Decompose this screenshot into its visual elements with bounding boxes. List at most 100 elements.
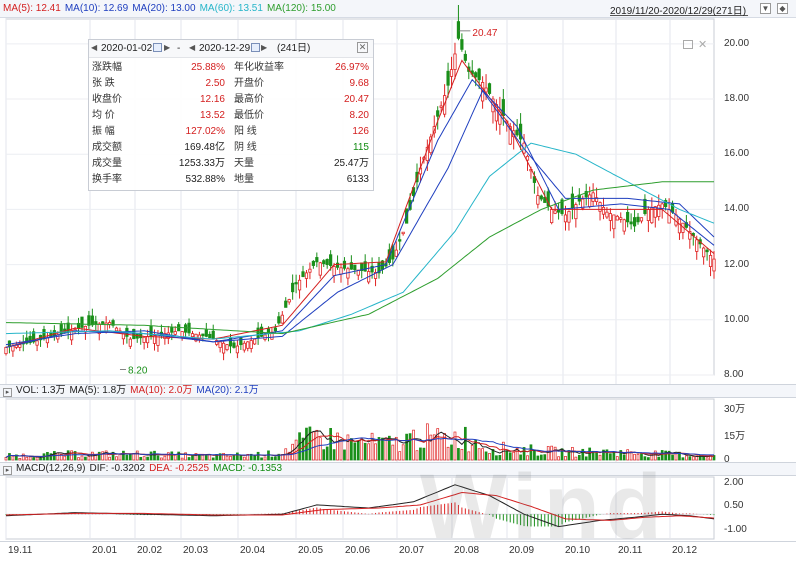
candle-body <box>301 271 305 277</box>
volume-bar <box>384 437 388 461</box>
volume-bar <box>550 445 554 461</box>
stat-value: 126 <box>352 126 369 137</box>
date-range-selector[interactable]: 2019/11/20-2020/12/29(271日) <box>610 2 749 17</box>
volume-bar <box>508 452 512 461</box>
volume-bar <box>118 453 122 461</box>
volume-bar <box>470 445 474 461</box>
volume-bar <box>598 454 602 461</box>
volume-bar <box>681 457 685 461</box>
stat-value: 2.50 <box>205 78 225 89</box>
stat-label: 地量 <box>234 174 254 185</box>
candle-body <box>501 99 505 116</box>
calendar-icon[interactable] <box>153 43 163 52</box>
volume-bar <box>588 447 592 461</box>
prev-end-arrow-icon[interactable]: ◀ <box>189 43 196 52</box>
volume-bar <box>142 456 146 461</box>
candle-body <box>612 214 616 230</box>
price-tick-label: 20.00 <box>724 37 750 49</box>
collapse-icon[interactable]: ▸ <box>3 388 12 397</box>
candle-body <box>339 267 343 275</box>
stat-label: 振 幅 <box>92 126 115 137</box>
candle-body <box>543 197 547 203</box>
collapse-icon[interactable]: ▸ <box>3 466 12 475</box>
volume-bar <box>97 451 101 461</box>
volume-bar <box>640 453 643 461</box>
volume-bar <box>18 458 22 461</box>
volume-bar <box>73 451 77 461</box>
interval-stats-panel[interactable]: ◀ 2020-01-02 ▶ - ◀ 2020-12-29 ▶ (241日) ✕… <box>88 39 374 191</box>
close-icon[interactable]: ✕ <box>357 42 368 53</box>
candle-body <box>436 110 440 117</box>
volume-bar <box>574 456 578 461</box>
volume-bar <box>59 453 63 461</box>
volume-bar <box>4 457 8 461</box>
volume-bar <box>488 453 491 461</box>
candle-body <box>429 136 433 154</box>
volume-bar <box>39 457 42 461</box>
x-tick-label: 20.05 <box>298 545 324 556</box>
volume-bar <box>671 454 674 461</box>
legend-item: DIF: -0.3202 <box>89 463 146 474</box>
macd-tick-label: -1.00 <box>724 523 747 535</box>
candle-body <box>152 335 157 344</box>
close-icon[interactable]: ✕ <box>698 39 708 51</box>
range-dropdown-icon[interactable]: ▼ <box>760 3 771 14</box>
volume-bar <box>450 444 453 461</box>
candle-body <box>615 215 619 221</box>
volume-bar <box>132 453 136 461</box>
candle-body <box>239 337 243 346</box>
candle-body <box>508 126 512 145</box>
volume-bar <box>156 455 160 461</box>
next-end-arrow-icon[interactable]: ▶ <box>261 43 268 52</box>
candle-body <box>318 262 322 276</box>
macd-tick-label: 0.50 <box>724 500 744 512</box>
candle-body <box>111 320 115 326</box>
maximize-icon[interactable] <box>683 40 693 49</box>
volume-bar <box>643 456 647 461</box>
candle-body <box>215 340 219 345</box>
candle-body <box>135 333 139 339</box>
legend-item: MA(60): 13.51 <box>199 3 263 14</box>
stats-row: 振 幅 127.02% 阳 线 126 <box>89 124 373 139</box>
stock-chart[interactable]: 20.47 8.20 <box>0 0 796 541</box>
volume-bar <box>173 454 177 461</box>
prev-start-arrow-icon[interactable]: ◀ <box>91 43 98 52</box>
candle-body <box>487 83 492 94</box>
candle-body <box>291 282 295 293</box>
calendar-icon[interactable] <box>251 43 261 52</box>
volume-tick-label: 30万 <box>724 404 746 416</box>
volume-bar <box>25 456 29 461</box>
candle-body <box>80 316 84 328</box>
candle-body <box>183 324 188 333</box>
stat-value: 532.88% <box>185 174 225 185</box>
volume-bar <box>225 455 229 461</box>
start-date-field[interactable]: 2020-01-02 <box>101 43 163 55</box>
volume-bar <box>415 450 419 461</box>
volume-bar <box>515 447 519 461</box>
volume-bar <box>484 451 488 461</box>
candle-body <box>626 211 630 223</box>
volume-bar <box>28 456 32 461</box>
candle-body <box>608 213 612 221</box>
candle-body <box>398 239 402 242</box>
volume-ma-line <box>5 437 714 458</box>
volume-bar <box>691 456 695 461</box>
next-start-arrow-icon[interactable]: ▶ <box>164 43 171 52</box>
price-tick-label: 8.00 <box>724 369 744 380</box>
end-date-field[interactable]: 2020-12-29 <box>199 43 261 55</box>
candle-body <box>208 333 212 339</box>
volume-bar <box>312 431 315 461</box>
volume-bar <box>685 455 688 461</box>
volume-bar <box>122 450 125 461</box>
volume-bar <box>204 454 208 461</box>
volume-bar <box>647 457 650 461</box>
legend-item: MACD(12,26,9) <box>16 463 86 474</box>
volume-bar <box>77 457 80 461</box>
candle-body <box>259 326 264 337</box>
stats-row: 成交量 1253.33万 天量 25.47万 <box>89 156 373 171</box>
volume-bar <box>398 451 402 461</box>
settings-icon[interactable]: ◆ <box>777 3 788 14</box>
candle-body <box>142 336 146 343</box>
volume-bar <box>391 444 395 461</box>
price-tick-label: 14.00 <box>724 203 750 215</box>
